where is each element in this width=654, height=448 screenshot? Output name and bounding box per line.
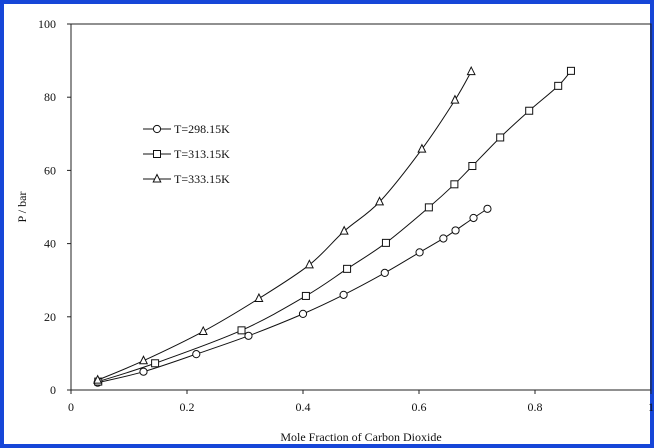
data-point-circle: [192, 350, 201, 359]
data-point-triangle: [375, 196, 385, 206]
x-axis-label: Mole Fraction of Carbon Dioxide: [280, 430, 441, 444]
x-tick-label: 0: [68, 400, 74, 414]
data-point-triangle: [339, 225, 349, 235]
data-point-circle: [152, 124, 162, 134]
y-tick-label: 60: [44, 163, 56, 177]
y-tick-label: 80: [44, 90, 56, 104]
data-point-circle: [483, 204, 492, 213]
y-tick-label: 100: [38, 17, 56, 31]
data-point-triangle: [304, 259, 314, 269]
data-point-triangle: [93, 374, 103, 384]
data-point-square: [153, 150, 161, 158]
data-point-triangle: [152, 173, 162, 183]
legend: T=298.15K T=313.15K T=333.15K: [143, 122, 230, 186]
x-tick-label: 0.8: [528, 400, 543, 414]
y-axis-label: P / bar: [15, 192, 29, 223]
data-point-circle: [380, 268, 389, 277]
data-point-square: [424, 203, 433, 212]
series-line: [97, 71, 472, 381]
x-tick-label: 0.6: [412, 400, 427, 414]
data-point-square: [450, 180, 459, 189]
series-circle: [93, 204, 492, 387]
series-triangle: [93, 65, 476, 384]
legend-item: T=313.15K: [143, 147, 230, 161]
series-line: [97, 208, 488, 384]
data-point-square: [468, 162, 477, 171]
data-point-square: [381, 238, 390, 247]
data-point-triangle: [466, 65, 476, 76]
plot-area-border: [70, 23, 652, 391]
data-point-triangle: [417, 143, 427, 153]
y-tick-label: 40: [44, 237, 56, 251]
data-point-circle: [139, 367, 148, 376]
data-point-circle: [415, 248, 424, 257]
y-tick-label: 0: [50, 383, 56, 397]
series-line: [98, 70, 572, 383]
data-point-square: [496, 133, 505, 142]
data-point-square: [301, 291, 310, 300]
data-point-circle: [469, 213, 478, 223]
axes: [70, 23, 652, 391]
series-layer: [93, 65, 575, 387]
data-point-triangle: [254, 292, 264, 302]
legend-label: T=333.15K: [174, 172, 230, 186]
legend-label: T=298.15K: [174, 122, 230, 136]
legend-item: T=298.15K: [143, 122, 230, 136]
data-point-square: [566, 66, 575, 75]
legend-item: T=333.15K: [143, 172, 230, 186]
data-point-triangle: [138, 355, 149, 365]
x-tick-label: 1: [648, 400, 654, 414]
data-point-square: [554, 81, 563, 90]
data-point-square: [151, 359, 160, 368]
data-point-circle: [339, 290, 348, 299]
data-point-square: [525, 106, 534, 115]
x-tick-label: 0.4: [296, 400, 311, 414]
data-point-circle: [439, 234, 448, 243]
legend-label: T=313.15K: [174, 147, 230, 161]
ticks: 0 0.2 0.4 0.6 0.8 1 0 20 40 60 80 100: [38, 17, 654, 414]
data-point-circle: [244, 331, 253, 340]
data-point-circle: [298, 309, 308, 318]
data-point-triangle: [198, 325, 208, 335]
series-square: [94, 66, 575, 386]
data-point-circle: [451, 226, 460, 235]
x-tick-label: 0.2: [180, 400, 195, 414]
data-point-triangle: [450, 94, 460, 104]
y-tick-label: 20: [44, 310, 56, 324]
data-point-square: [343, 264, 352, 273]
data-point-square: [237, 326, 246, 335]
